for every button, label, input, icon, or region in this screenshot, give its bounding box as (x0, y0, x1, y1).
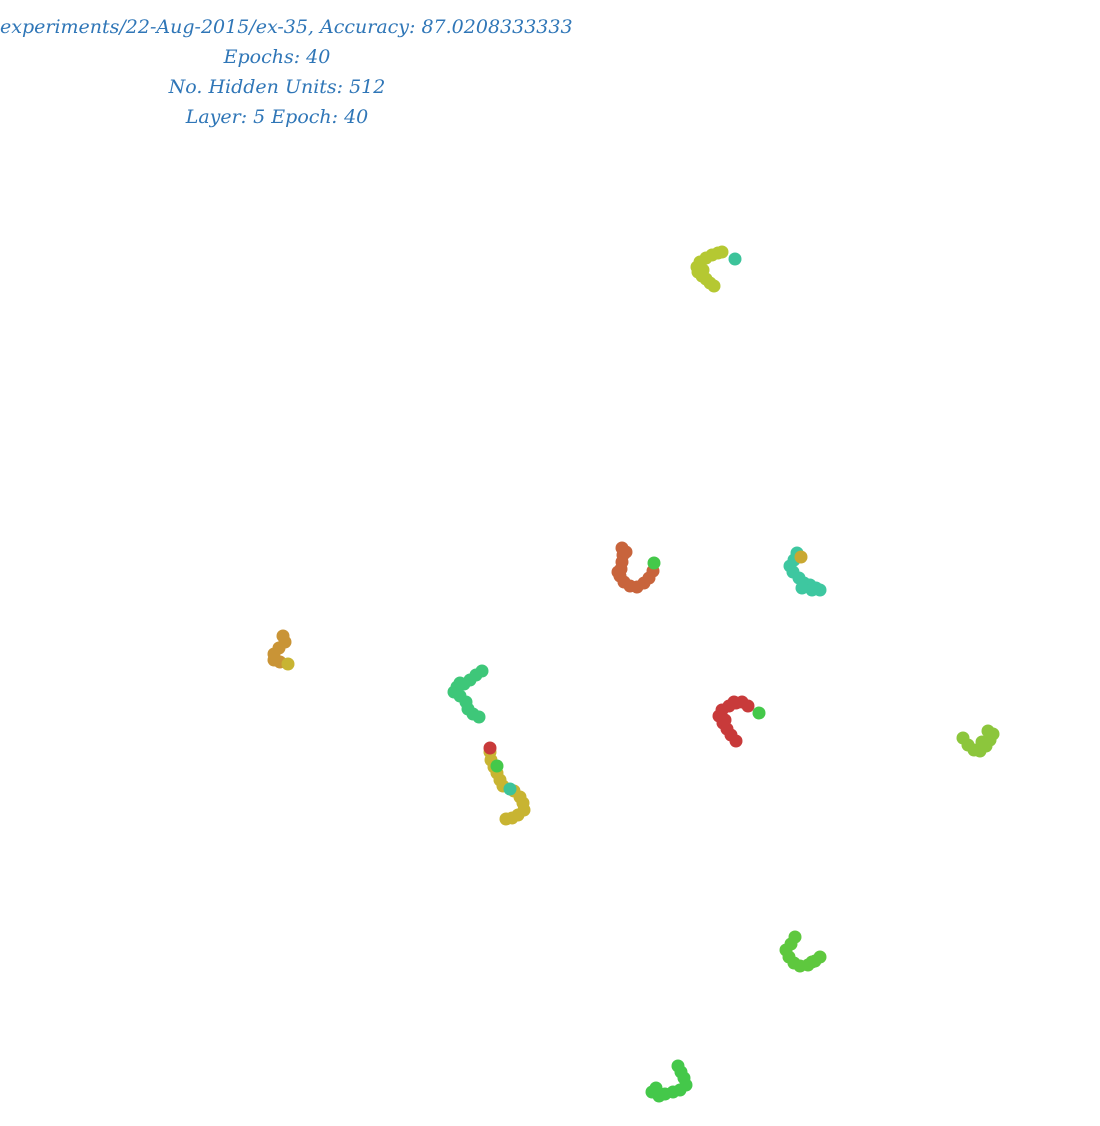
hidden-units-label: No. Hidden Units: 512 (168, 76, 386, 98)
scatter-point (611, 565, 625, 579)
scatter-point (718, 713, 732, 727)
scatter-point (649, 1081, 663, 1095)
epochs-label: Epochs: 40 (223, 46, 331, 68)
scatter-point (472, 710, 486, 724)
scatter-point (619, 545, 633, 559)
scatter-point (483, 741, 497, 755)
chart-header: experiments/22-Aug-2015/ex-35, Accuracy:… (0, 12, 573, 132)
scatter-point (729, 734, 743, 748)
scatter-point (696, 263, 710, 277)
scatter-point (499, 812, 513, 826)
experiment-accuracy-label: experiments/22-Aug-2015/ex-35, Accuracy:… (0, 16, 573, 38)
scatter-point (975, 735, 989, 749)
scatter-point (281, 657, 295, 671)
scatter-point (503, 782, 517, 796)
scatter-point (727, 695, 741, 709)
layer-epoch-label: Layer: 5 Epoch: 40 (185, 106, 369, 128)
scatter-point (795, 581, 809, 595)
scatter-point (453, 676, 467, 690)
scatter-point (752, 706, 766, 720)
scatter-point (981, 724, 995, 738)
scatter-point (715, 245, 729, 259)
scatter-point (805, 583, 819, 597)
scatter-point (707, 279, 721, 293)
scatter-point (647, 556, 661, 570)
scatter-point (728, 252, 742, 266)
scatter-point (794, 550, 808, 564)
scatter-point (490, 759, 504, 773)
scatter-points (267, 245, 1000, 1103)
scatter-point (741, 699, 755, 713)
scatter-point (805, 955, 819, 969)
